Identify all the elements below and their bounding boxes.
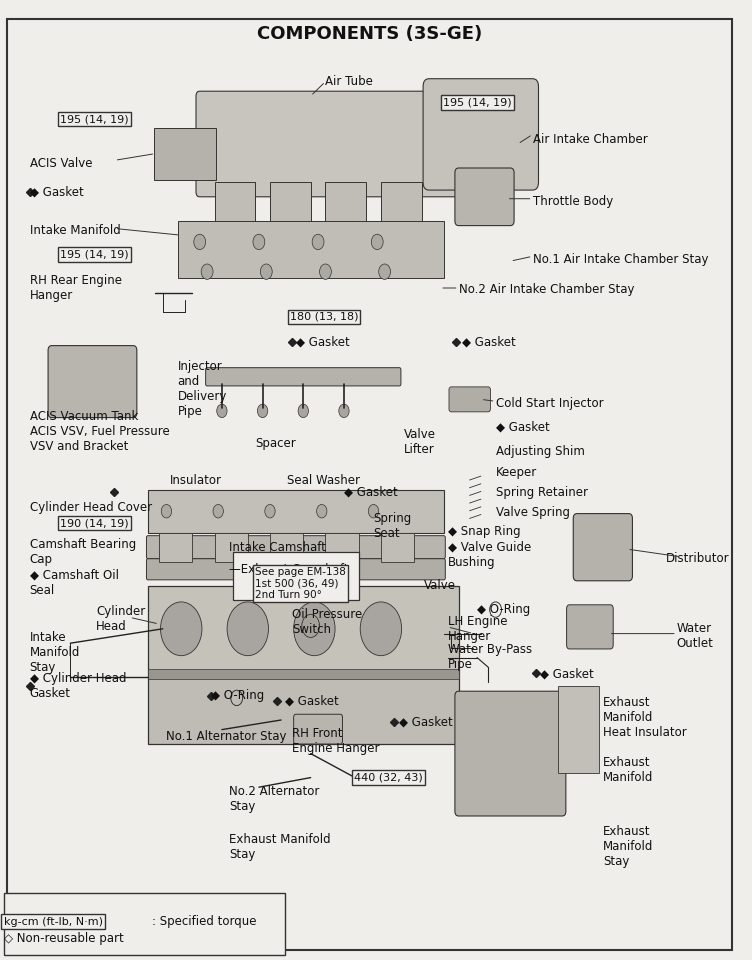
Circle shape [360,602,402,656]
Text: Exhaust Manifold
Stay: Exhaust Manifold Stay [229,832,331,861]
Text: ◆ Cylinder Head
Gasket: ◆ Cylinder Head Gasket [29,672,126,701]
FancyBboxPatch shape [270,533,303,562]
FancyBboxPatch shape [423,79,538,190]
Text: ◆ Gasket: ◆ Gasket [344,485,398,498]
FancyBboxPatch shape [233,552,359,600]
Circle shape [202,264,213,279]
FancyBboxPatch shape [148,490,444,533]
Circle shape [379,264,390,279]
Text: No.2 Alternator
Stay: No.2 Alternator Stay [229,784,320,813]
Text: Insulator: Insulator [170,473,222,487]
Text: Distributor: Distributor [666,552,729,565]
Text: ◆ Valve Guide
Bushing: ◆ Valve Guide Bushing [447,540,531,569]
Text: Intake Camshaft: Intake Camshaft [229,540,326,554]
Text: Cylinder
Head: Cylinder Head [96,605,145,634]
Text: 195 (14, 19): 195 (14, 19) [443,98,511,108]
Text: Intake
Manifold
Stay: Intake Manifold Stay [29,632,80,674]
Text: Keeper: Keeper [496,466,537,479]
Circle shape [257,404,268,418]
Circle shape [368,505,379,518]
Text: ACIS Valve: ACIS Valve [29,156,92,170]
Text: kg-cm (ft-lb, N·m): kg-cm (ft-lb, N·m) [4,917,103,926]
Text: Exhaust
Manifold: Exhaust Manifold [603,756,653,784]
FancyBboxPatch shape [293,714,342,744]
Text: Valve: Valve [424,579,456,592]
FancyBboxPatch shape [196,91,484,197]
Circle shape [227,602,268,656]
Text: Water By-Pass
Pipe: Water By-Pass Pipe [447,642,532,671]
Text: Air Tube: Air Tube [326,75,373,88]
Text: Water
Outlet: Water Outlet [677,621,714,650]
Text: ◆ Gasket: ◆ Gasket [399,715,453,729]
Text: ◆ Gasket: ◆ Gasket [462,335,516,348]
FancyBboxPatch shape [214,182,255,259]
Text: Spring Retainer: Spring Retainer [496,486,587,499]
Circle shape [317,505,327,518]
Text: Adjusting Shim: Adjusting Shim [496,444,584,458]
FancyBboxPatch shape [449,387,490,412]
Text: ◆ Gasket: ◆ Gasket [285,694,338,708]
Circle shape [265,505,275,518]
FancyBboxPatch shape [154,128,216,180]
Text: 180 (13, 18): 180 (13, 18) [290,312,358,322]
Circle shape [312,234,324,250]
Circle shape [213,505,223,518]
Text: ◆ Gasket: ◆ Gasket [496,420,550,434]
FancyBboxPatch shape [159,533,193,562]
Circle shape [371,234,384,250]
Text: 190 (14, 19): 190 (14, 19) [60,518,129,528]
Text: No.1 Alternator Stay: No.1 Alternator Stay [166,730,287,743]
Text: Exhaust
Manifold
Heat Insulator: Exhaust Manifold Heat Insulator [603,696,687,738]
Text: Spacer: Spacer [255,437,296,450]
Text: Valve Spring: Valve Spring [496,506,569,519]
Text: Cold Start Injector: Cold Start Injector [496,396,603,410]
FancyBboxPatch shape [381,533,414,562]
FancyBboxPatch shape [214,533,248,562]
Text: ◆ O-Ring: ◆ O-Ring [477,603,530,616]
Text: : Specified torque: : Specified torque [152,915,256,928]
FancyBboxPatch shape [566,605,613,649]
Text: ◆ Camshaft Oil
Seal: ◆ Camshaft Oil Seal [29,568,119,597]
FancyBboxPatch shape [205,368,401,386]
Text: ◆ Gasket: ◆ Gasket [540,667,594,681]
Circle shape [161,505,171,518]
Text: Exhaust
Manifold
Stay: Exhaust Manifold Stay [603,826,653,868]
Text: Seal Washer: Seal Washer [287,473,360,487]
FancyBboxPatch shape [177,221,444,278]
Circle shape [253,234,265,250]
Circle shape [320,264,332,279]
Text: No.2 Air Intake Chamber Stay: No.2 Air Intake Chamber Stay [459,283,634,297]
FancyBboxPatch shape [326,182,366,259]
Circle shape [298,404,308,418]
Text: ACIS Vacuum Tank
ACIS VSV, Fuel Pressure
VSV and Bracket: ACIS Vacuum Tank ACIS VSV, Fuel Pressure… [29,411,169,453]
Text: 440 (32, 43): 440 (32, 43) [354,773,423,782]
Text: ◆ Gasket: ◆ Gasket [296,335,350,348]
Text: Spring
Seat: Spring Seat [374,512,412,540]
FancyBboxPatch shape [4,893,285,955]
Text: Intake Manifold: Intake Manifold [29,224,120,237]
Text: ◇ Non-reusable part: ◇ Non-reusable part [4,932,123,946]
Text: ◆ O-Ring: ◆ O-Ring [211,689,264,703]
Text: ◆ Snap Ring: ◆ Snap Ring [447,525,520,539]
Text: RH Front
Engine Hanger: RH Front Engine Hanger [293,727,380,756]
Text: Air Intake Chamber: Air Intake Chamber [532,132,647,146]
Text: See page EM-138
1st 500 (36, 49)
2nd Turn 90°: See page EM-138 1st 500 (36, 49) 2nd Tur… [255,567,346,600]
Text: LH Engine
Hanger: LH Engine Hanger [447,614,507,643]
Text: ◆ Gasket: ◆ Gasket [29,185,83,199]
Text: 195 (14, 19): 195 (14, 19) [60,250,129,259]
Circle shape [194,234,205,250]
Circle shape [338,404,349,418]
Circle shape [217,404,227,418]
Text: Throttle Body: Throttle Body [532,195,613,208]
Text: Valve
Lifter: Valve Lifter [404,427,436,456]
FancyBboxPatch shape [573,514,632,581]
FancyBboxPatch shape [455,691,566,816]
Text: COMPONENTS (3S-GE): COMPONENTS (3S-GE) [257,25,483,42]
FancyBboxPatch shape [148,669,459,679]
FancyBboxPatch shape [8,19,732,950]
Circle shape [160,602,202,656]
Text: Oil Pressure
Switch: Oil Pressure Switch [293,608,362,636]
Text: Camshaft Bearing
Cap: Camshaft Bearing Cap [29,538,136,566]
Text: Injector
and
Delivery
Pipe: Injector and Delivery Pipe [177,360,227,418]
Text: RH Rear Engine
Hanger: RH Rear Engine Hanger [29,274,122,302]
